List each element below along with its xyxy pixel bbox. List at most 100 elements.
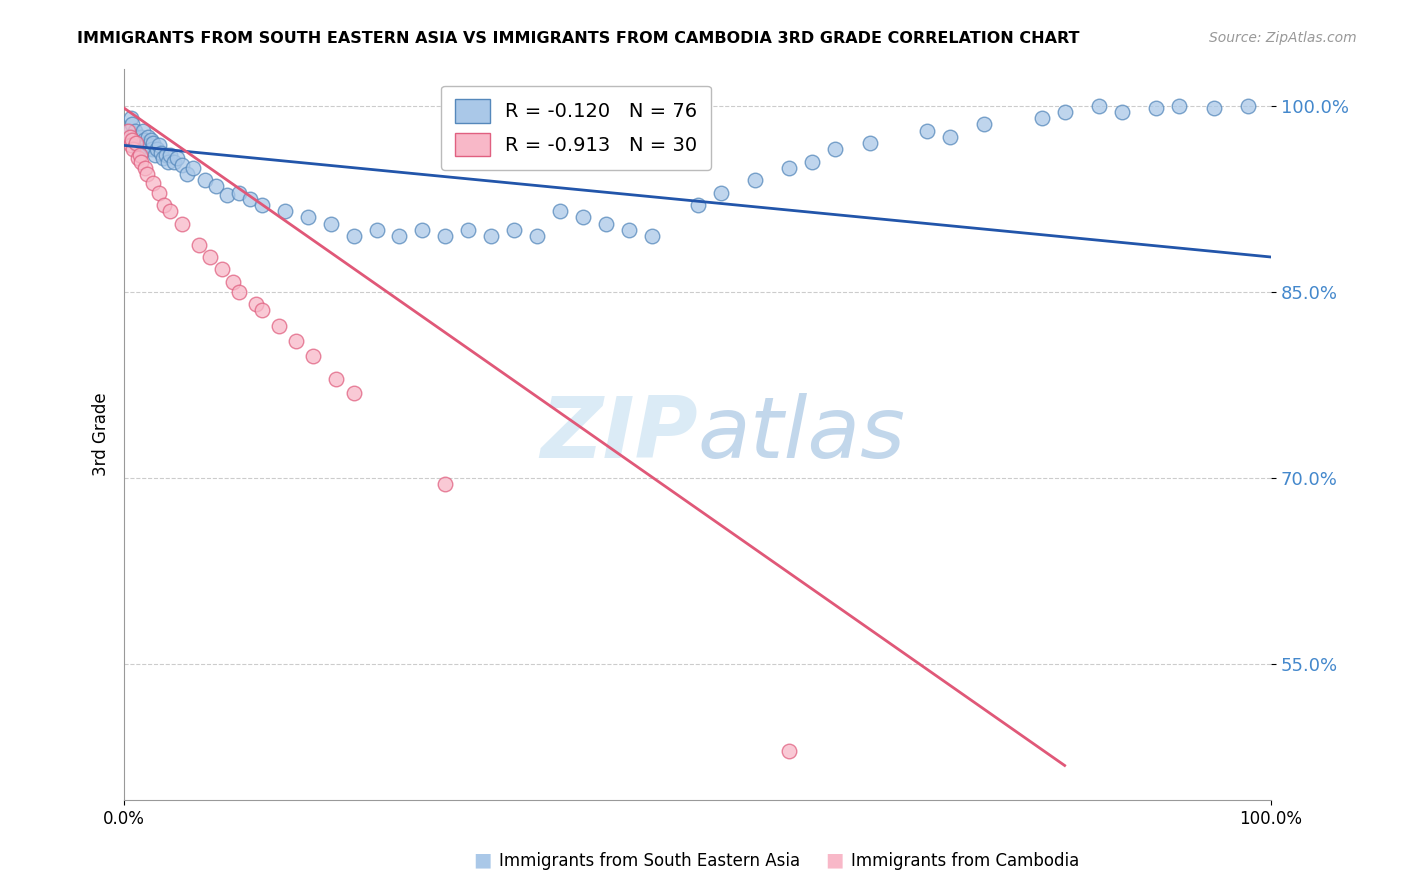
Point — [939, 129, 962, 144]
Point — [159, 148, 181, 162]
Point — [187, 237, 209, 252]
Point — [503, 223, 526, 237]
Point — [217, 188, 239, 202]
Text: ■: ■ — [825, 851, 844, 870]
Point — [125, 129, 148, 144]
Point — [744, 173, 766, 187]
Point — [136, 167, 159, 181]
Point — [142, 136, 165, 150]
Point — [121, 117, 143, 131]
Point — [1053, 104, 1076, 119]
Point — [342, 229, 364, 244]
Point — [1031, 111, 1053, 125]
Point — [124, 123, 146, 137]
Text: Immigrants from South Eastern Asia: Immigrants from South Eastern Asia — [499, 852, 800, 870]
Point — [526, 229, 548, 244]
Point — [205, 179, 228, 194]
Point — [132, 133, 155, 147]
Point — [457, 223, 479, 237]
Text: ■: ■ — [474, 851, 492, 870]
Point — [1144, 101, 1167, 115]
Point — [641, 229, 664, 244]
Point — [138, 138, 160, 153]
Point — [1168, 99, 1191, 113]
Point — [118, 123, 141, 137]
Point — [617, 223, 640, 237]
Point — [131, 129, 153, 144]
Point — [193, 173, 215, 187]
Point — [122, 142, 145, 156]
Point — [142, 176, 165, 190]
Point — [1111, 104, 1133, 119]
Text: atlas: atlas — [697, 392, 905, 475]
Point — [117, 129, 139, 144]
Point — [388, 229, 411, 244]
Point — [141, 142, 163, 156]
Text: ZIP: ZIP — [540, 392, 697, 475]
Point — [122, 129, 145, 144]
Point — [131, 154, 153, 169]
Text: IMMIGRANTS FROM SOUTH EASTERN ASIA VS IMMIGRANTS FROM CAMBODIA 3RD GRADE CORRELA: IMMIGRANTS FROM SOUTH EASTERN ASIA VS IM… — [77, 31, 1080, 46]
Point — [239, 192, 262, 206]
Point — [170, 217, 193, 231]
Legend: R = -0.120   N = 76, R = -0.913   N = 30: R = -0.120 N = 76, R = -0.913 N = 30 — [441, 86, 711, 170]
Point — [1202, 101, 1225, 115]
Point — [824, 142, 846, 156]
Point — [778, 743, 800, 757]
Y-axis label: 3rd Grade: 3rd Grade — [93, 392, 110, 476]
Point — [139, 133, 162, 147]
Point — [411, 223, 433, 237]
Point — [153, 198, 176, 212]
Point — [152, 151, 174, 165]
Point — [125, 136, 148, 150]
Point — [129, 136, 152, 150]
Point — [170, 158, 193, 172]
Point — [915, 123, 938, 137]
Point — [159, 204, 181, 219]
Point — [128, 142, 150, 156]
Point — [162, 154, 184, 169]
Point — [136, 136, 159, 150]
Point — [228, 186, 250, 200]
Point — [166, 151, 188, 165]
Point — [366, 223, 388, 237]
Point — [267, 319, 290, 334]
Point — [149, 145, 172, 160]
Point — [211, 262, 233, 277]
Point — [135, 142, 157, 156]
Point — [1088, 99, 1111, 113]
Point — [155, 148, 177, 162]
Point — [778, 161, 800, 175]
Text: Source: ZipAtlas.com: Source: ZipAtlas.com — [1209, 31, 1357, 45]
Point — [274, 204, 297, 219]
Point — [146, 142, 169, 156]
Point — [297, 211, 319, 225]
Point — [200, 250, 222, 264]
Point — [127, 151, 149, 165]
Point — [572, 211, 595, 225]
Point — [125, 138, 148, 153]
Point — [156, 154, 179, 169]
Point — [973, 117, 995, 131]
Point — [127, 133, 149, 147]
Point — [479, 229, 502, 244]
Point — [325, 371, 347, 385]
Point — [686, 198, 709, 212]
Point — [181, 161, 204, 175]
Point — [117, 123, 139, 137]
Point — [342, 386, 364, 401]
Point — [228, 285, 250, 299]
Point — [250, 303, 273, 318]
Point — [222, 275, 245, 289]
Point — [801, 154, 824, 169]
Point — [176, 167, 198, 181]
Point — [245, 297, 267, 311]
Point — [710, 186, 733, 200]
Point — [434, 229, 457, 244]
Point — [319, 217, 342, 231]
Point — [121, 133, 143, 147]
Point — [120, 138, 142, 153]
Point — [136, 129, 159, 144]
Point — [134, 161, 156, 175]
Point — [134, 138, 156, 153]
